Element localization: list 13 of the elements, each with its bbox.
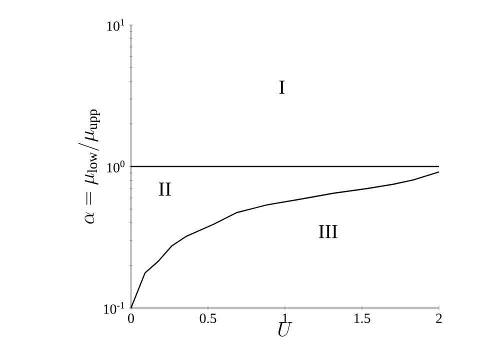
annotation: III <box>318 225 338 238</box>
x-axis-title: $U$ <box>278 322 292 337</box>
y-tick-label: 10$^{0}$ <box>107 160 124 172</box>
y-tick-label: 10$^{-1}$ <box>104 302 124 314</box>
x-tick-label: 0.5 <box>200 314 216 324</box>
annotation: I <box>279 80 285 94</box>
x-tick-label: 2 <box>436 314 442 323</box>
annotation: II <box>158 182 171 196</box>
x-tick-label: 0 <box>128 314 134 324</box>
y-axis-title: $\alpha = \mu_{\mathrm{low}}/\mu_{\mathrm{upp}}$ <box>78 110 100 224</box>
x-tick-label: 1 <box>282 314 288 323</box>
x-tick-label: 1.5 <box>354 314 370 324</box>
y-tick-label: 10$^{1}$ <box>107 19 124 31</box>
